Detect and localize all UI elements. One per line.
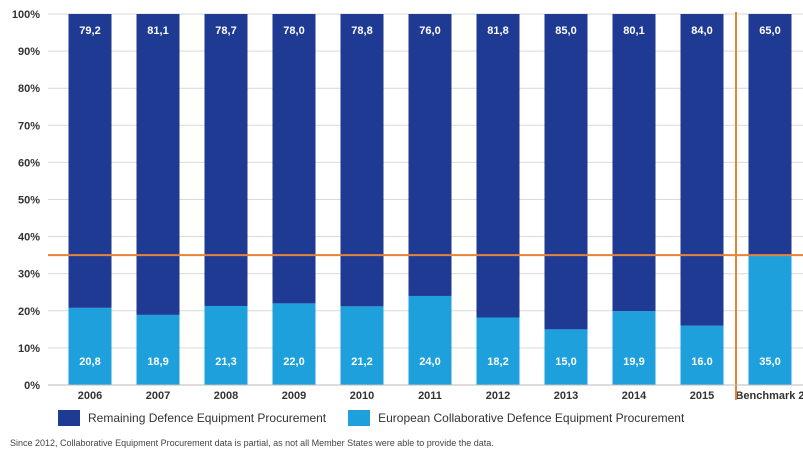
data-label-remaining: 65,0 xyxy=(759,25,780,37)
bar-segment-remaining xyxy=(408,14,452,296)
data-label-collaborative: 18,2 xyxy=(487,356,508,368)
data-label-remaining: 84,0 xyxy=(691,25,712,37)
y-tick-label: 100% xyxy=(12,9,40,21)
data-label-collaborative: 24,0 xyxy=(419,356,440,368)
y-tick-label: 30% xyxy=(18,269,40,281)
y-tick-label: 10% xyxy=(18,343,40,355)
bar-segment-collaborative xyxy=(612,311,656,385)
y-tick-label: 80% xyxy=(18,83,40,95)
bar-segment-remaining xyxy=(680,14,724,326)
bar-segment-remaining xyxy=(340,14,384,307)
y-tick-label: 60% xyxy=(18,157,40,169)
legend-swatch-remaining xyxy=(58,410,80,426)
bar-segment-collaborative xyxy=(340,306,384,385)
data-label-collaborative: 35,0 xyxy=(759,356,780,368)
x-category-label: 2013 xyxy=(554,390,578,400)
legend-label-collaborative: European Collaborative Defence Equipment… xyxy=(378,411,685,425)
x-category-label: Benchmark 2 xyxy=(735,390,803,400)
bar-segment-remaining xyxy=(204,14,248,306)
x-category-label: 2015 xyxy=(690,390,714,400)
data-label-remaining: 81,8 xyxy=(487,25,508,37)
y-tick-label: 40% xyxy=(18,232,40,244)
y-tick-label: 50% xyxy=(18,195,40,207)
data-label-collaborative: 15,0 xyxy=(555,356,576,368)
data-label-collaborative: 21,2 xyxy=(351,356,372,368)
data-label-remaining: 78,8 xyxy=(351,25,372,37)
y-tick-label: 20% xyxy=(18,306,40,318)
data-label-remaining: 78,7 xyxy=(215,25,236,37)
x-category-label: 2010 xyxy=(350,390,374,400)
bar-segment-collaborative xyxy=(408,295,452,385)
y-tick-label: 90% xyxy=(18,46,40,58)
data-label-remaining: 76,0 xyxy=(419,25,440,37)
stacked-bar-chart: 0% 10% 20% 30% 40% 50% 60% 70% 80% 90% 100% 79,2 20,… xyxy=(12,9,803,400)
x-category-label: 2014 xyxy=(622,390,647,400)
data-label-remaining: 85,0 xyxy=(555,25,576,37)
bar-segment-collaborative xyxy=(748,255,792,385)
data-label-remaining: 78,0 xyxy=(283,25,304,37)
data-label-collaborative: 19,9 xyxy=(623,356,644,368)
legend-item-collaborative: European Collaborative Defence Equipment… xyxy=(348,410,684,426)
data-label-collaborative: 20,8 xyxy=(79,356,100,368)
bar-segment-remaining xyxy=(748,14,792,256)
bar-segment-remaining xyxy=(272,14,316,304)
bar-segment-collaborative xyxy=(136,314,180,385)
data-label-remaining: 79,2 xyxy=(79,25,100,37)
y-tick-label: 0% xyxy=(24,380,40,392)
bar-segment-remaining xyxy=(612,14,656,312)
bar-segment-collaborative xyxy=(680,325,724,385)
bar-segment-collaborative xyxy=(544,329,588,385)
data-label-collaborative: 16.0 xyxy=(691,356,712,368)
x-category-label: 2007 xyxy=(146,390,170,400)
legend-label-remaining: Remaining Defence Equipment Procurement xyxy=(88,411,327,425)
y-tick-label: 70% xyxy=(18,120,40,132)
x-category-label: 2009 xyxy=(282,390,306,400)
data-label-remaining: 80,1 xyxy=(623,25,644,37)
x-category-label: 2006 xyxy=(78,390,102,400)
data-label-collaborative: 22,0 xyxy=(283,356,304,368)
chart-legend: Remaining Defence Equipment Procurement … xyxy=(58,410,706,426)
data-label-collaborative: 21,3 xyxy=(215,356,236,368)
bar-segment-remaining xyxy=(544,14,588,330)
bar-segment-collaborative xyxy=(476,317,520,385)
chart-footnote: Since 2012, Collaborative Equipment Proc… xyxy=(10,438,494,448)
bar-segment-collaborative xyxy=(272,303,316,385)
bar-segment-remaining xyxy=(476,14,520,318)
x-category-label: 2011 xyxy=(418,390,442,400)
data-label-remaining: 81,1 xyxy=(147,25,168,37)
bar-segment-collaborative xyxy=(68,307,112,385)
bar-segment-collaborative xyxy=(204,305,248,385)
x-category-label: 2012 xyxy=(486,390,510,400)
bar-segment-remaining xyxy=(136,14,180,315)
legend-swatch-collaborative xyxy=(348,410,371,426)
data-label-collaborative: 18,9 xyxy=(147,356,168,368)
x-category-label: 2008 xyxy=(214,390,238,400)
legend-item-remaining: Remaining Defence Equipment Procurement xyxy=(58,410,326,426)
bar-segment-remaining xyxy=(68,14,112,308)
